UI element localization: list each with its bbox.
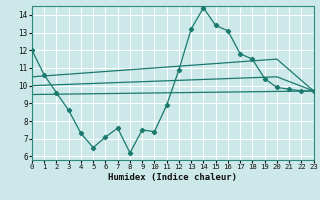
X-axis label: Humidex (Indice chaleur): Humidex (Indice chaleur) [108,173,237,182]
